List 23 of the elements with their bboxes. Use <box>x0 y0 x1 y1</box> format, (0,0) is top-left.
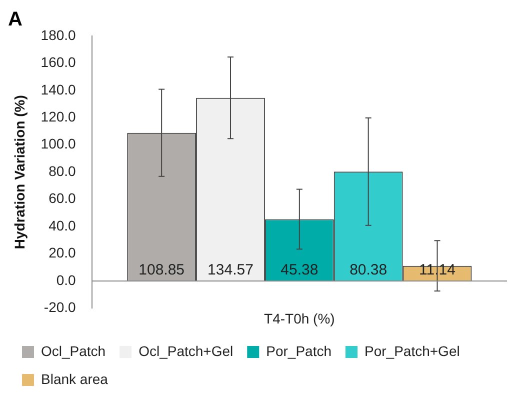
data-label: 108.85 <box>138 262 185 279</box>
legend-label: Ocl_Patch+Gel <box>138 342 234 359</box>
y-tick-label: 160.0 <box>40 54 76 70</box>
data-label: 134.57 <box>208 262 254 279</box>
y-tick-label: 20.0 <box>48 244 76 261</box>
legend-label: Ocl_Patch <box>41 342 106 359</box>
chart-title: A <box>8 8 22 31</box>
y-tick-label: 180.0 <box>40 26 76 43</box>
legend-label: Por_Patch <box>266 342 332 359</box>
y-tick-label: 140.0 <box>40 81 76 98</box>
data-label: 45.38 <box>280 262 318 279</box>
y-tick-label: -20.0 <box>44 299 76 316</box>
y-tick-label: 100.0 <box>40 136 76 152</box>
legend-label: Por_Patch+Gel <box>364 342 460 359</box>
y-tick-label: 60.0 <box>48 190 76 206</box>
data-label: 80.38 <box>350 262 388 279</box>
y-tick-label: 0.0 <box>56 272 76 288</box>
legend-label: Blank area <box>41 370 108 387</box>
y-tick-label: 120.0 <box>40 108 76 125</box>
y-tick-label: 40.0 <box>48 217 76 234</box>
x-tick-label: T4-T0h (%) <box>264 310 335 326</box>
y-axis-title: Hydration Variation (%) <box>11 95 28 250</box>
y-tick-label: 80.0 <box>48 162 76 179</box>
